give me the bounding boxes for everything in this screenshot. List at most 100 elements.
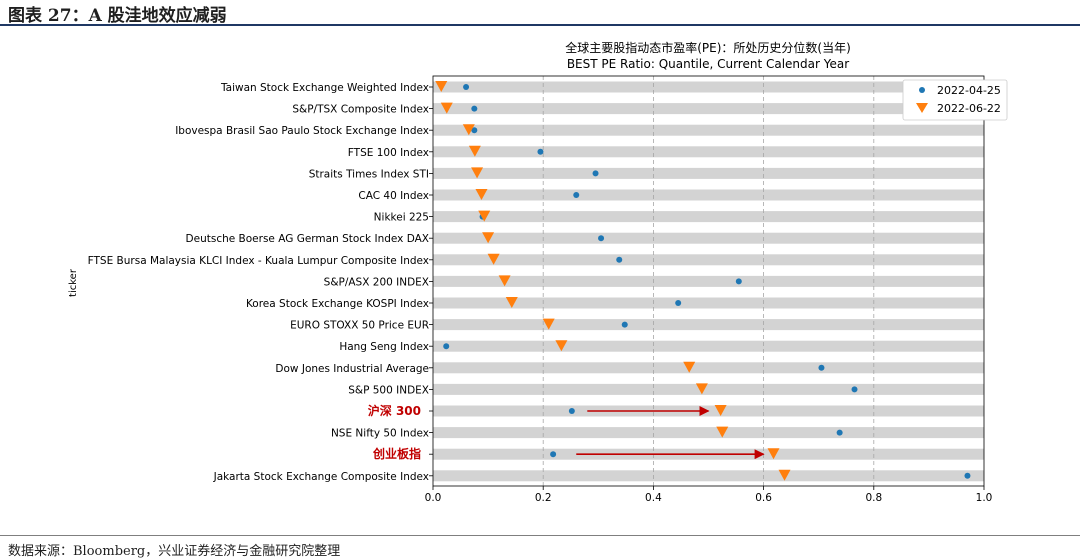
y-tick-label: Nikkei 225: [374, 212, 429, 224]
x-tick-label: 1.0: [976, 492, 993, 504]
point-2022-06-22: [714, 405, 727, 416]
x-tick-label: 0.6: [755, 492, 772, 504]
chart-title: 全球主要股指动态市盈率(PE)：所处历史分位数(当年): [565, 40, 851, 55]
point-2022-04-25: [621, 321, 628, 328]
y-tick-label: NSE Nifty 50 Index: [331, 428, 429, 440]
point-2022-06-22: [468, 145, 481, 157]
point-2022-04-25: [598, 235, 605, 242]
data-points: [435, 81, 971, 481]
y-tick-label: Straits Times Index STI: [309, 168, 429, 180]
point-2022-04-25: [836, 429, 843, 436]
row-band: [433, 103, 984, 115]
row-band: [433, 232, 984, 244]
point-2022-06-22: [498, 275, 511, 287]
point-2022-06-22: [475, 189, 488, 200]
point-2022-06-22: [482, 232, 495, 244]
point-2022-04-25: [537, 148, 544, 155]
figure-title: 图表 27：A 股洼地效应减弱: [8, 6, 227, 26]
source-note: 数据来源：Bloomberg，兴业证券经济与金融研究院整理: [8, 544, 341, 559]
point-2022-04-25: [964, 472, 971, 479]
point-2022-04-25: [550, 451, 557, 458]
y-tick-label: Hang Seng Index: [339, 341, 429, 353]
y-tick-label: Taiwan Stock Exchange Weighted Index: [220, 82, 429, 94]
row-band: [433, 275, 984, 287]
point-2022-06-22: [683, 361, 696, 373]
row-band: [433, 146, 984, 158]
point-2022-06-22: [778, 469, 791, 481]
legend-label-series-2: 2022-06-22: [937, 102, 1001, 115]
row-band: [433, 124, 984, 136]
row-band: [433, 167, 984, 179]
row-band: [433, 211, 984, 223]
point-2022-04-25: [616, 256, 623, 263]
y-tick-label: 创业板指: [372, 446, 421, 461]
legend-marker-series-1: [919, 87, 925, 93]
y-tick-label: S&P/TSX Composite Index: [292, 104, 429, 116]
y-tick-label: FTSE 100 Index: [348, 147, 429, 159]
legend-label-series-1: 2022-04-25: [937, 84, 1001, 97]
chart-subtitle: BEST PE Ratio: Quantile, Current Calenda…: [567, 57, 849, 71]
y-tick-label: Dow Jones Industrial Average: [275, 363, 429, 375]
row-band: [433, 254, 984, 266]
x-ticks: 0.0 0.2 0.4 0.6 0.8 1.0: [425, 486, 993, 504]
y-tick-label: 沪深 300: [368, 403, 421, 418]
row-band: [433, 383, 984, 395]
row-band: [433, 81, 984, 93]
plot-frame: [432, 75, 985, 487]
x-tick-label: 0.0: [425, 492, 442, 504]
change-arrows: [576, 406, 765, 460]
row-band: [433, 319, 984, 331]
x-tick-label: 0.8: [865, 492, 882, 504]
y-tick-labels: Taiwan Stock Exchange Weighted Index S&P/…: [88, 82, 433, 483]
point-2022-04-25: [443, 343, 450, 350]
point-2022-04-25: [592, 170, 599, 177]
row-bands: [433, 81, 984, 482]
point-2022-04-25: [471, 127, 478, 134]
footer-rule: [0, 535, 1080, 536]
point-2022-06-22: [695, 383, 708, 395]
point-2022-06-22: [767, 448, 780, 460]
point-2022-04-25: [568, 408, 575, 414]
legend-marker-series-2: [916, 103, 928, 113]
row-band: [433, 427, 984, 439]
legend: 2022-04-25 2022-06-22: [902, 79, 1008, 121]
y-axis-label: ticker: [68, 268, 79, 297]
legend-box: [902, 79, 1008, 121]
point-2022-04-25: [573, 192, 580, 198]
point-2022-06-22: [505, 297, 518, 308]
title-rule: [0, 24, 1080, 26]
point-2022-04-25: [735, 278, 742, 285]
point-2022-06-22: [487, 253, 500, 265]
y-tick-label: S&P/ASX 200 INDEX: [324, 276, 429, 288]
y-tick-label: FTSE Bursa Malaysia KLCI Index - Kuala L…: [88, 255, 429, 267]
point-2022-06-22: [542, 318, 555, 330]
y-tick-label: Korea Stock Exchange KOSPI Index: [246, 298, 429, 310]
row-band: [433, 297, 984, 309]
point-2022-04-25: [675, 300, 682, 306]
pe-quantile-chart: 全球主要股指动态市盈率(PE)：所处历史分位数(当年) BEST PE Rati…: [68, 40, 1008, 504]
row-band: [433, 189, 984, 201]
row-band: [433, 340, 984, 352]
point-2022-04-25: [818, 364, 825, 371]
x-tick-label: 0.2: [535, 492, 552, 504]
y-tick-label: Deutsche Boerse AG German Stock Index DA…: [186, 233, 429, 245]
x-tick-label: 0.4: [645, 492, 662, 504]
point-2022-06-22: [478, 210, 491, 222]
row-band: [433, 470, 984, 482]
y-tick-label: S&P 500 INDEX: [348, 384, 429, 396]
point-2022-04-25: [471, 105, 478, 112]
point-2022-06-22: [440, 102, 453, 114]
y-tick-label: Jakarta Stock Exchange Composite Index: [213, 471, 429, 483]
grid-lines: [542, 76, 875, 486]
row-band: [433, 362, 984, 374]
point-2022-04-25: [851, 386, 858, 393]
point-2022-06-22: [462, 124, 475, 136]
y-tick-label: CAC 40 Index: [358, 190, 429, 202]
point-2022-06-22: [716, 426, 729, 438]
point-2022-06-22: [555, 340, 568, 352]
y-tick-label: Ibovespa Brasil Sao Paulo Stock Exchange…: [175, 125, 429, 137]
y-tick-label: EURO STOXX 50 Price EUR: [290, 320, 429, 332]
point-2022-04-25: [463, 84, 470, 90]
point-2022-06-22: [471, 167, 484, 179]
point-2022-06-22: [435, 81, 448, 92]
